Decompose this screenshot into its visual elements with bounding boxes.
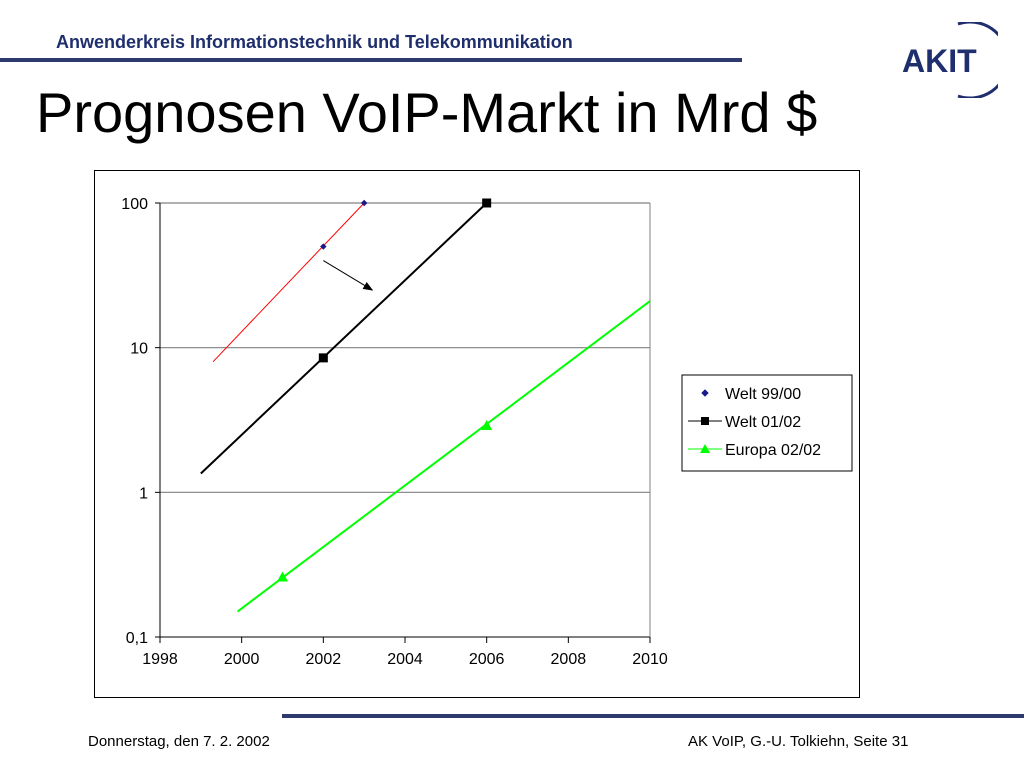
y-tick-label: 10 xyxy=(130,341,148,358)
y-tick-label: 100 xyxy=(121,196,148,213)
x-tick-label: 2004 xyxy=(387,651,423,668)
page-title: Prognosen VoIP-Markt in Mrd $ xyxy=(36,81,818,144)
footer-source: AK VoIP, G.-U. Tolkiehn, Seite 31 xyxy=(688,733,909,750)
legend-marker xyxy=(701,417,709,425)
data-point xyxy=(482,198,492,208)
legend-label: Europa 02/02 xyxy=(725,442,821,459)
legend-label: Welt 99/00 xyxy=(725,386,801,403)
data-point xyxy=(277,571,288,582)
x-tick-label: 2008 xyxy=(551,651,587,668)
legend-box xyxy=(681,374,853,472)
org-name: Anwenderkreis Informationstechnik und Te… xyxy=(56,32,573,52)
y-tick-label: 0,1 xyxy=(126,630,148,647)
header-rule xyxy=(0,58,742,62)
data-point xyxy=(320,243,327,250)
x-tick-label: 2006 xyxy=(469,651,505,668)
footer-date: Donnerstag, den 7. 2. 2002 xyxy=(88,733,270,750)
chart: 0,1 1 10 100 1998 2000 2002 2004 2006 2008 2010 We… xyxy=(121,196,853,668)
x-tick-label: 2010 xyxy=(632,651,668,668)
data-point xyxy=(360,199,368,207)
legend-marker xyxy=(700,444,710,453)
series-line xyxy=(200,202,488,475)
logo-text: AKIT xyxy=(902,43,977,79)
y-tick-label: 1 xyxy=(139,485,148,502)
data-point xyxy=(318,353,328,363)
x-tick-label: 1998 xyxy=(142,651,178,668)
data-point xyxy=(481,419,493,430)
series-line xyxy=(236,300,651,613)
x-tick-label: 2000 xyxy=(224,651,260,668)
annotation-arrow xyxy=(323,260,374,291)
footer-rule xyxy=(282,714,1024,718)
akit-logo: AKIT xyxy=(902,22,998,98)
series-line xyxy=(212,202,365,363)
x-tick-label: 2002 xyxy=(306,651,342,668)
legend-label: Welt 01/02 xyxy=(725,414,801,431)
legend-marker xyxy=(701,389,709,397)
